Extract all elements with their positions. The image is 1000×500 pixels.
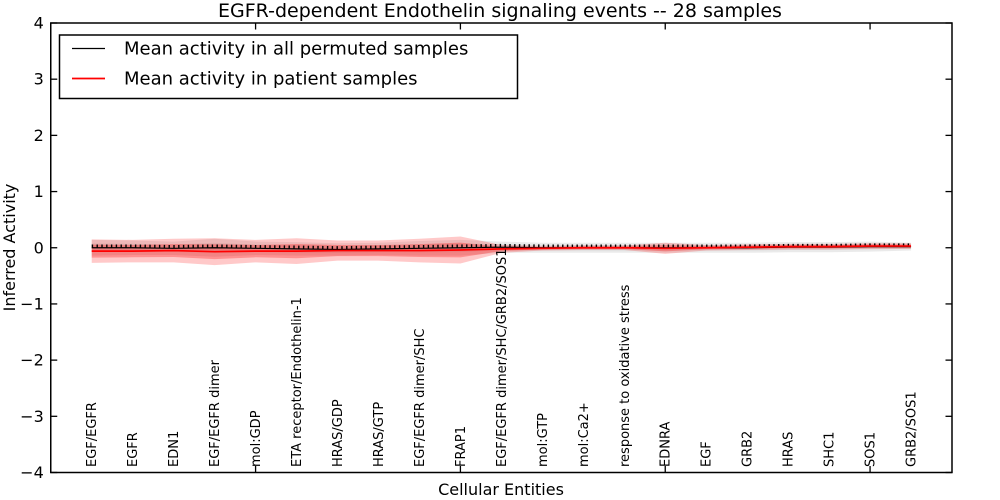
x-category-label: mol:GDP bbox=[249, 410, 264, 467]
x-category-label: GRB2 bbox=[741, 431, 756, 467]
x-category-label: mol:Ca2+ bbox=[577, 402, 592, 467]
x-category-label: response to oxidative stress bbox=[618, 284, 633, 467]
x-category-label: EGF bbox=[700, 441, 715, 467]
series-lines bbox=[91, 243, 912, 253]
x-category-label: EGF/EGFR bbox=[85, 402, 100, 467]
y-tick-label: 3 bbox=[34, 70, 44, 89]
x-category-label: SOS1 bbox=[864, 432, 879, 467]
x-category-label: HRAS/GDP bbox=[331, 399, 346, 467]
x-category-label: HRAS/GTP bbox=[372, 402, 387, 467]
x-category-label: EGF/EGFR dimer/SHC bbox=[413, 329, 428, 467]
y-tick-label: −3 bbox=[20, 407, 44, 426]
x-category-label: SHC1 bbox=[823, 432, 838, 467]
y-tick-label: 4 bbox=[34, 14, 44, 33]
y-tick-label: 1 bbox=[34, 182, 44, 201]
legend-label-permuted: Mean activity in all permuted samples bbox=[124, 39, 468, 60]
x-category-label: EGF/EGFR dimer/SHC/GRB2/SOS1 bbox=[495, 249, 510, 468]
x-category-label: HRAS bbox=[782, 432, 797, 467]
x-category-label: FRAP1 bbox=[454, 426, 469, 467]
x-category-label: GRB2/SOS1 bbox=[905, 391, 920, 467]
x-category-label: EGF/EGFR dimer bbox=[208, 359, 223, 467]
y-tick-label: −2 bbox=[20, 351, 44, 370]
y-tick-label: 0 bbox=[34, 238, 44, 257]
y-axis-label: Inferred Activity bbox=[0, 184, 19, 312]
legend-label-patient: Mean activity in patient samples bbox=[124, 69, 418, 90]
legend-box bbox=[58, 34, 519, 100]
axes: −4 −3 −2 −1 0 1 2 3 4 bbox=[20, 14, 953, 482]
chart-title: EGFR-dependent Endothelin signaling even… bbox=[218, 0, 782, 22]
y-tick-label: −4 bbox=[20, 463, 44, 482]
x-category-label: ETA receptor/Endothelin-1 bbox=[290, 297, 305, 467]
patient-mean-line bbox=[91, 245, 912, 253]
y-tick-label: 2 bbox=[34, 126, 44, 145]
legend: Mean activity in all permuted samples Me… bbox=[58, 34, 519, 100]
x-category-labels: EGF/EGFR EGFR EDN1 EGF/EGFR dimer mol:GDP ETA… bbox=[85, 249, 919, 468]
x-axis-label: Cellular Entities bbox=[438, 480, 564, 499]
permuted-mean-markers bbox=[91, 243, 912, 250]
x-category-label: EDNRA bbox=[659, 422, 674, 467]
x-category-label: mol:GTP bbox=[536, 413, 551, 467]
y-tick-label: −1 bbox=[20, 294, 44, 313]
x-category-label: EGFR bbox=[126, 432, 141, 467]
x-category-label: EDN1 bbox=[167, 431, 182, 467]
patient-std-band bbox=[91, 236, 912, 266]
